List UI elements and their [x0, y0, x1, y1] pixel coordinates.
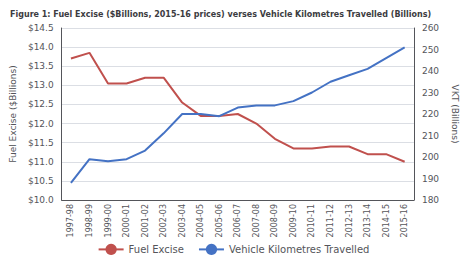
svg-text:2003-04: 2003-04	[178, 204, 187, 237]
svg-text:180: 180	[422, 195, 439, 205]
svg-text:2000-01: 2000-01	[122, 204, 131, 237]
svg-text:220: 220	[422, 109, 439, 119]
svg-text:2010-11: 2010-11	[307, 204, 316, 237]
svg-text:230: 230	[422, 88, 439, 98]
svg-text:210: 210	[422, 131, 439, 141]
svg-text:$11.0: $11.0	[28, 157, 54, 167]
svg-text:2005-06: 2005-06	[215, 204, 224, 237]
svg-text:$13.0: $13.0	[28, 80, 54, 90]
svg-text:Figure 1: Fuel Excise ($Billio: Figure 1: Fuel Excise ($Billions, 2015-1…	[10, 10, 431, 19]
svg-text:$11.5: $11.5	[28, 138, 54, 148]
svg-text:Vehicle Kilometres Travelled: Vehicle Kilometres Travelled	[229, 244, 369, 255]
svg-text:Fuel Excise: Fuel Excise	[129, 244, 184, 255]
svg-text:250: 250	[422, 45, 439, 55]
svg-text:$12.5: $12.5	[28, 99, 54, 109]
svg-text:2011-12: 2011-12	[326, 204, 335, 237]
svg-text:200: 200	[422, 152, 439, 162]
svg-text:1999-00: 1999-00	[104, 204, 113, 237]
svg-text:2012-13: 2012-13	[345, 204, 354, 237]
svg-text:2002-03: 2002-03	[159, 204, 168, 237]
svg-text:$14.0: $14.0	[28, 42, 54, 52]
svg-text:$12.0: $12.0	[28, 119, 54, 129]
svg-text:1998-99: 1998-99	[85, 204, 94, 237]
svg-text:240: 240	[422, 66, 439, 76]
svg-text:2004-05: 2004-05	[196, 204, 205, 237]
svg-text:260: 260	[422, 23, 439, 33]
svg-text:Fuel Excise ($Billions): Fuel Excise ($Billions)	[8, 65, 18, 163]
svg-text:2007-08: 2007-08	[252, 204, 261, 237]
svg-text:$10.0: $10.0	[28, 195, 54, 205]
svg-text:2014-15: 2014-15	[382, 204, 391, 237]
svg-text:1997-98: 1997-98	[66, 204, 75, 237]
svg-text:$14.5: $14.5	[28, 23, 54, 33]
svg-text:$10.5: $10.5	[28, 176, 54, 186]
svg-text:VKT (Billions): VKT (Billions)	[450, 85, 460, 144]
svg-text:2015-16: 2015-16	[400, 204, 409, 237]
svg-text:2009-10: 2009-10	[289, 204, 298, 237]
svg-text:2006-07: 2006-07	[233, 204, 242, 237]
svg-text:2001-02: 2001-02	[141, 204, 150, 237]
svg-text:190: 190	[422, 174, 439, 184]
svg-text:$13.5: $13.5	[28, 61, 54, 71]
svg-text:2013-14: 2013-14	[363, 204, 372, 237]
svg-text:2008-09: 2008-09	[270, 204, 279, 237]
